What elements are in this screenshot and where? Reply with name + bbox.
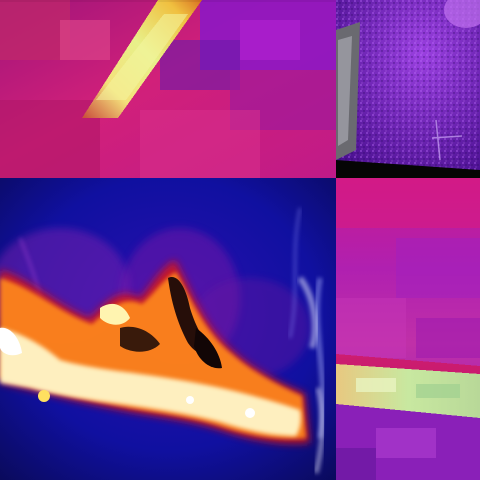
thermal-closeup-top-left: [0, 0, 336, 178]
thermal-texture-top-right: [336, 0, 480, 178]
thermal-lava-flow-bottom-left: [0, 178, 336, 480]
thermal-closeup-bottom-right: [336, 178, 480, 480]
